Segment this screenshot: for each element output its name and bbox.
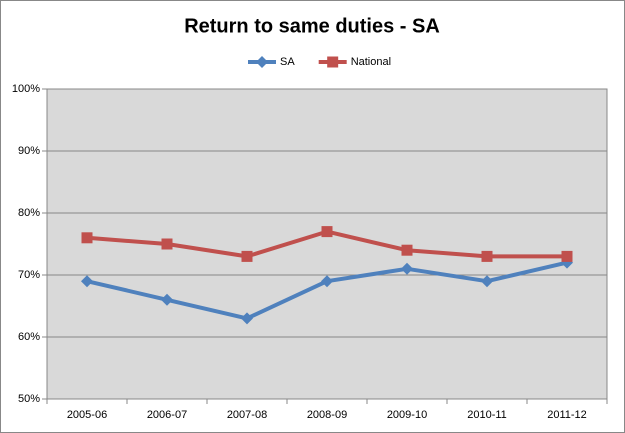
marker (81, 232, 93, 244)
marker (241, 250, 253, 262)
y-tick-label: 60% (18, 331, 40, 343)
marker (241, 312, 253, 325)
y-tick-label: 100% (12, 83, 40, 95)
y-tick-label: 50% (18, 393, 40, 405)
marker (327, 56, 339, 68)
y-tick-label: 70% (18, 269, 40, 281)
x-tick-label: 2011-12 (547, 409, 587, 421)
legend-label: National (351, 56, 391, 68)
marker (561, 250, 573, 262)
marker (401, 262, 413, 275)
chart-title: Return to same duties - SA (184, 15, 440, 37)
marker (481, 250, 493, 262)
marker (161, 293, 173, 306)
x-tick-label: 2005-06 (67, 409, 107, 421)
x-tick-label: 2010-11 (467, 409, 507, 421)
marker (161, 238, 173, 250)
y-tick-label: 90% (18, 145, 40, 157)
marker (401, 244, 413, 256)
x-tick-label: 2008-09 (307, 409, 347, 421)
marker (321, 226, 333, 238)
legend-label: SA (280, 56, 295, 68)
y-tick-label: 80% (18, 207, 40, 219)
x-tick-label: 2006-07 (147, 409, 187, 421)
marker (481, 275, 493, 288)
marker (81, 275, 93, 288)
x-tick-label: 2009-10 (387, 409, 427, 421)
marker (256, 56, 268, 68)
marker (321, 275, 333, 288)
plot-area (46, 88, 608, 400)
x-tick-label: 2007-08 (227, 409, 267, 421)
